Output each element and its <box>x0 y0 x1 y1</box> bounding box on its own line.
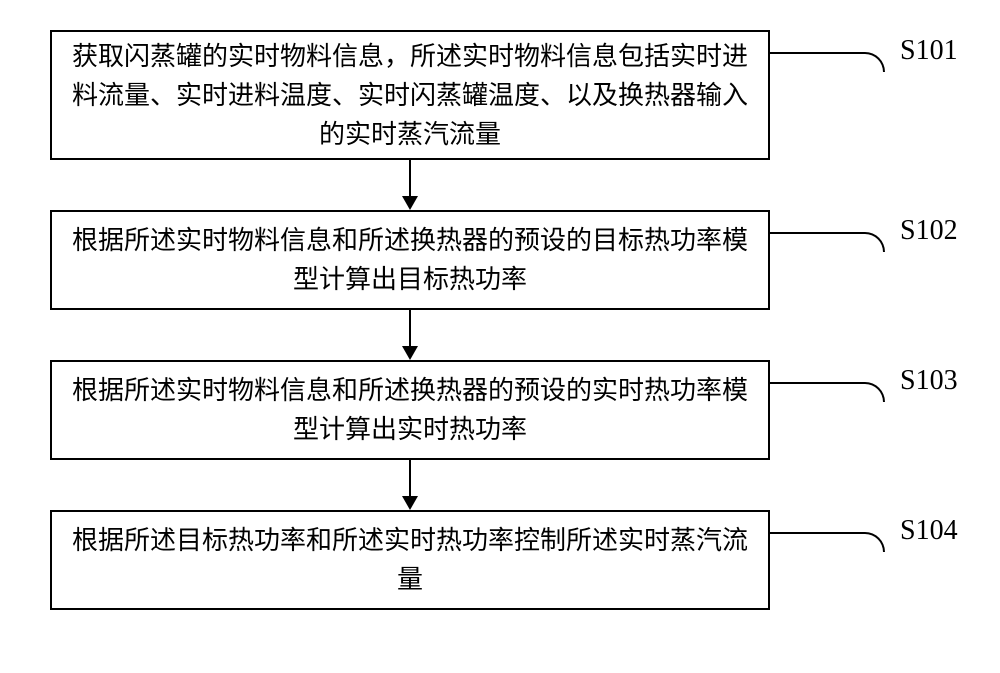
arrow-head <box>402 496 418 510</box>
arrow-line <box>409 160 411 196</box>
step-text: 根据所述实时物料信息和所述换热器的预设的实时热功率模型计算出实时热功率 <box>72 371 748 449</box>
arrow-head <box>402 196 418 210</box>
step-label-s103: S103 <box>900 365 958 397</box>
connector-line <box>770 382 885 402</box>
step-text: 根据所述目标热功率和所述实时热功率控制所述实时蒸汽流量 <box>72 521 748 599</box>
step-label-s102: S102 <box>900 215 958 247</box>
step-label-s104: S104 <box>900 515 958 547</box>
arrow <box>402 310 418 360</box>
step-text: 获取闪蒸罐的实时物料信息，所述实时物料信息包括实时进料流量、实时进料温度、实时闪… <box>72 37 748 154</box>
connector-line <box>770 532 885 552</box>
step-box-s101: 获取闪蒸罐的实时物料信息，所述实时物料信息包括实时进料流量、实时进料温度、实时闪… <box>50 30 770 160</box>
flowchart-container: 获取闪蒸罐的实时物料信息，所述实时物料信息包括实时进料流量、实时进料温度、实时闪… <box>0 0 1000 673</box>
step-box-s102: 根据所述实时物料信息和所述换热器的预设的目标热功率模型计算出目标热功率 <box>50 210 770 310</box>
step-label-s101: S101 <box>900 35 958 67</box>
arrow <box>402 160 418 210</box>
arrow-line <box>409 310 411 346</box>
step-text: 根据所述实时物料信息和所述换热器的预设的目标热功率模型计算出目标热功率 <box>72 221 748 299</box>
arrow-line <box>409 460 411 496</box>
connector-line <box>770 52 885 72</box>
connector-line <box>770 232 885 252</box>
step-box-s104: 根据所述目标热功率和所述实时热功率控制所述实时蒸汽流量 <box>50 510 770 610</box>
arrow <box>402 460 418 510</box>
step-box-s103: 根据所述实时物料信息和所述换热器的预设的实时热功率模型计算出实时热功率 <box>50 360 770 460</box>
arrow-head <box>402 346 418 360</box>
